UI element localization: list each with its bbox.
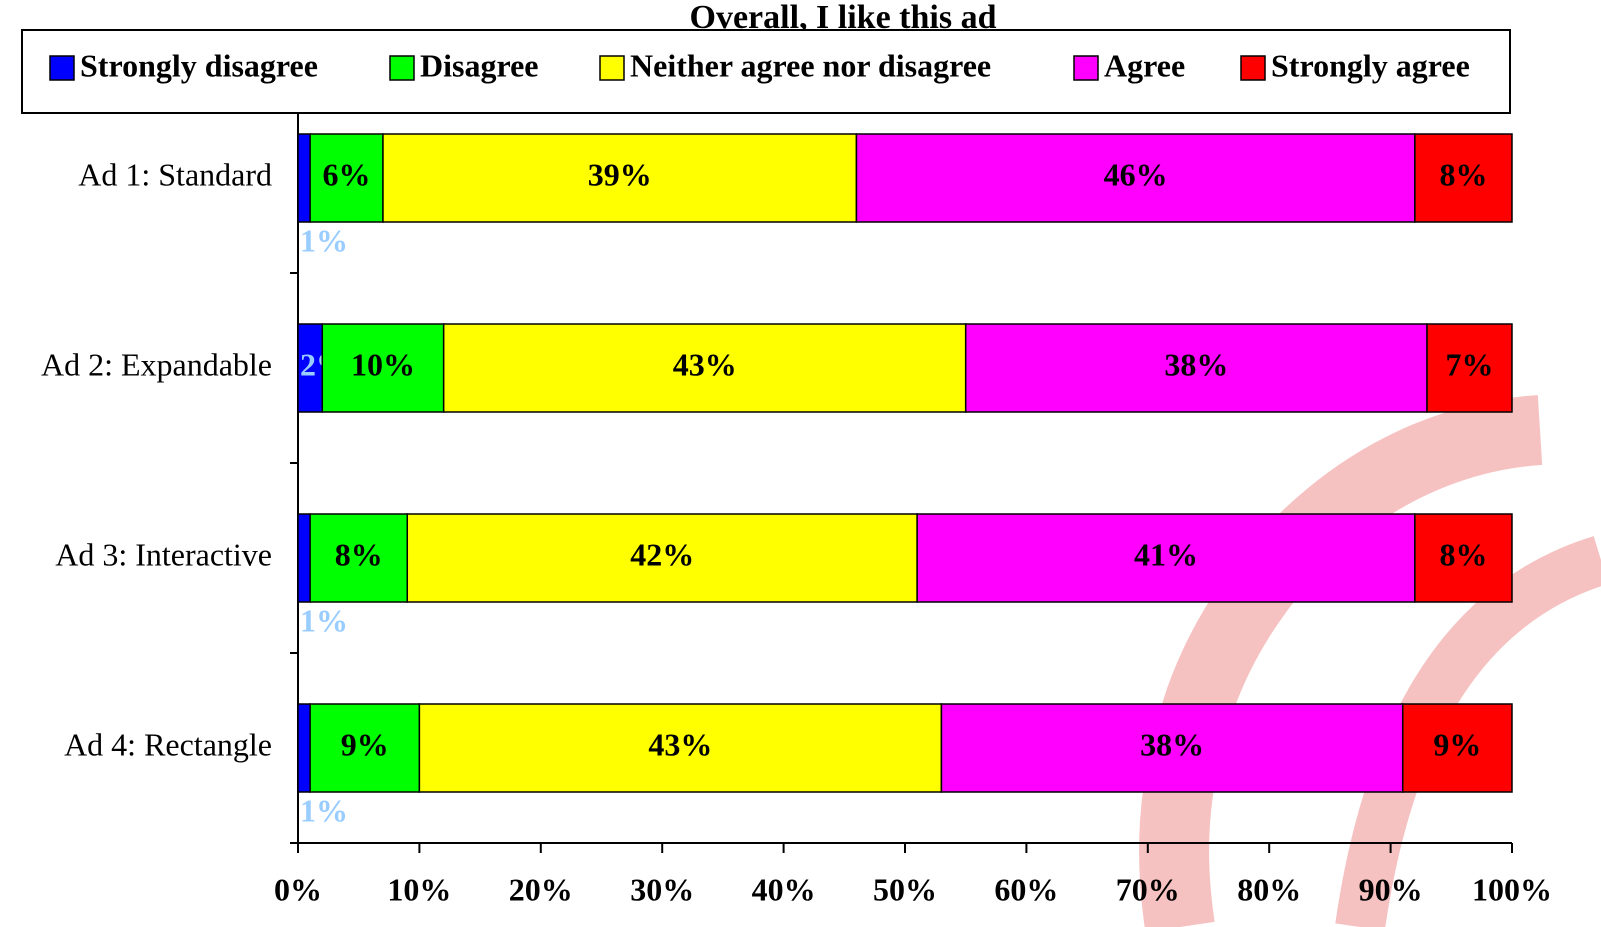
legend-swatch [1073,55,1099,81]
legend-label: Strongly agree [1271,47,1470,83]
bar-segment [297,703,311,793]
data-label: 42% [630,536,694,572]
data-label: 9% [341,726,389,762]
y-tick-label: Ad 4: Rectangle [64,726,272,762]
data-label: 38% [1140,726,1204,762]
data-label: 39% [588,156,652,192]
data-label: 41% [1134,536,1198,572]
bar-segment [418,703,943,793]
data-label: 8% [335,536,383,572]
data-label: 1% [300,602,348,638]
data-label: 8% [1439,536,1487,572]
data-label: 9% [1433,726,1481,762]
bar-segment [442,323,967,413]
bar-segment [297,133,311,223]
x-tick-label: 70% [1116,871,1180,907]
y-tick-label: Ad 1: Standard [78,156,272,192]
legend-label: Agree [1104,47,1185,83]
bar-segment [1414,513,1513,603]
x-tick-label: 20% [509,871,573,907]
x-tick-label: 50% [873,871,937,907]
bar-segment [406,513,918,603]
bar-segment [309,133,384,223]
bar-segment [309,703,421,793]
y-tick-label: Ad 3: Interactive [55,536,272,572]
legend-label: Strongly disagree [80,47,318,83]
bar-segment [1401,703,1513,793]
x-tick-label: 80% [1237,871,1301,907]
bar-segment [964,323,1428,413]
legend-label: Neither agree nor disagree [630,47,991,83]
x-tick-label: 30% [630,871,694,907]
legend-swatch [599,55,625,81]
legend-swatch [1240,55,1266,81]
data-label: 1% [300,792,348,828]
x-tick-label: 100% [1472,871,1552,907]
bar-segment [1426,323,1513,413]
data-label: 7% [1446,346,1494,382]
data-label: 1% [300,222,348,258]
data-label: 38% [1164,346,1228,382]
data-label: 43% [648,726,712,762]
data-label: 8% [1439,156,1487,192]
x-tick-label: 60% [994,871,1058,907]
bar-segment [321,323,445,413]
legend-swatch [49,55,75,81]
data-label: 46% [1104,156,1168,192]
legend-swatch [389,55,415,81]
x-tick-label: 40% [752,871,816,907]
bar-segment [297,513,311,603]
x-tick-label: 90% [1359,871,1423,907]
bar-segment [916,513,1416,603]
y-tick-label: Ad 2: Expandable [41,346,272,382]
bar-segment [297,323,324,413]
data-label: 6% [323,156,371,192]
legend-label: Disagree [420,47,538,83]
bar-segment [309,513,409,603]
bar-segment [940,703,1404,793]
data-label: 43% [673,346,737,382]
x-tick-label: 10% [387,871,451,907]
bar-segment [382,133,858,223]
bar-segment [1414,133,1513,223]
x-tick-label: 0% [274,871,322,907]
data-label: 10% [351,346,415,382]
watermark [1139,395,1601,927]
